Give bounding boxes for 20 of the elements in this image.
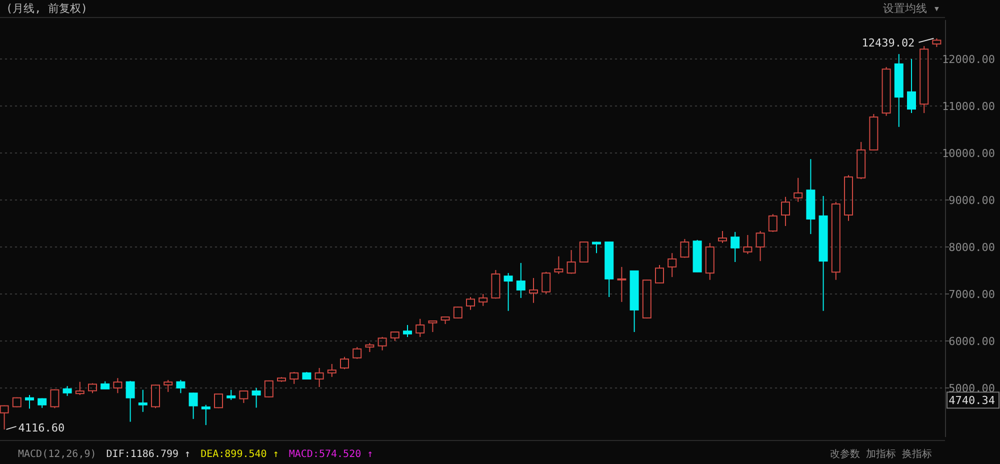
y-tick-label: 8000.00 (948, 240, 995, 254)
annotation: 4116.60 (18, 421, 65, 434)
text: MACD(12,26,9) (18, 449, 96, 460)
y-tick-label: 9000.00 (948, 194, 995, 207)
text: MACD:574.520 ↑ (288, 449, 374, 460)
text: DIF:1186.799 ↑ (106, 449, 191, 460)
text: 改参数 (830, 448, 860, 460)
text: 加指标 (866, 448, 896, 460)
y-tick-label: 11000.00 (942, 100, 995, 113)
y-tick-label: 5000.00 (948, 382, 995, 395)
y-tick-label: 7000.00 (948, 288, 995, 301)
annotation: 12439.02 (862, 36, 915, 50)
text: 换指标 (902, 448, 932, 460)
y-tick-label: 6000.00 (948, 334, 995, 348)
text: 设置均线 ▾ (882, 2, 940, 15)
text: DEA:899.540 ↑ (200, 449, 279, 460)
y-tick-label: 10000.00 (942, 146, 995, 160)
chart-title: (月线, 前复权) (6, 2, 88, 15)
y-tick-label: 12000.00 (942, 53, 995, 66)
text: 4740.34 (948, 394, 996, 408)
